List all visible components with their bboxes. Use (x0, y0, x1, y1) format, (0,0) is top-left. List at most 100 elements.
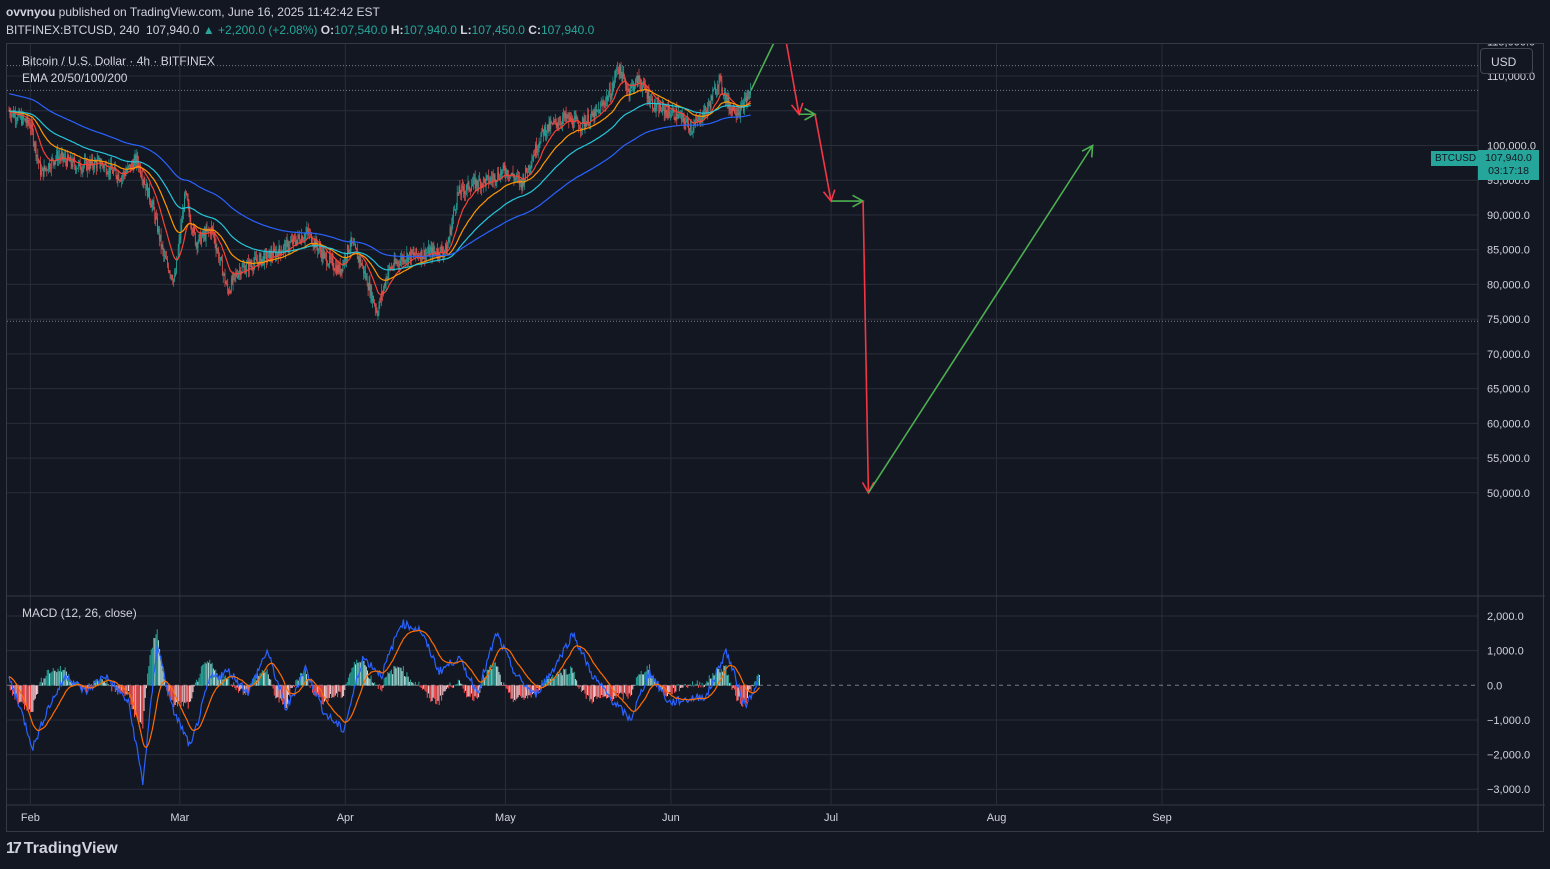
candle-body (534, 154, 535, 156)
macd-histogram-bar (724, 666, 726, 686)
macd-histogram-bar (653, 681, 655, 686)
candle-body (728, 97, 730, 110)
candle-body (452, 217, 454, 224)
candle-body (618, 69, 620, 75)
currency-button[interactable]: USD (1480, 48, 1533, 74)
macd-histogram-bar (610, 685, 612, 700)
candle-body (145, 184, 147, 191)
candle-body (275, 252, 277, 258)
macd-histogram-bar (341, 685, 343, 698)
macd-histogram-bar (228, 676, 230, 686)
macd-histogram-bar (528, 685, 530, 696)
candle-body (344, 256, 346, 264)
macd-histogram-bar (239, 685, 241, 691)
candle-body (228, 290, 229, 294)
macd-histogram-bar (585, 685, 587, 699)
chart-frame[interactable]: 115,000.0110,000.0100,000.095,000.090,00… (6, 43, 1545, 833)
macd-histogram-bar (45, 675, 47, 686)
candle-body (331, 257, 333, 259)
candle-body (528, 165, 530, 170)
macd-histogram-bar (289, 685, 291, 697)
candle-body (266, 252, 267, 261)
candle-body (581, 128, 582, 131)
macd-histogram-bar (148, 666, 150, 686)
macd-histogram-bar (703, 685, 705, 687)
macd-histogram-bar (53, 670, 55, 686)
candle-body (285, 240, 287, 252)
candle-body (70, 156, 72, 165)
candle-body (562, 118, 563, 124)
chart-canvas[interactable]: 115,000.0110,000.0100,000.095,000.090,00… (7, 44, 1545, 833)
candle-body (303, 238, 305, 240)
macd-histogram-bar (484, 677, 486, 686)
macd-histogram-bar (384, 677, 386, 686)
candle-body (342, 262, 344, 271)
macd-histogram-bar (748, 685, 750, 692)
macd-histogram-bar (81, 685, 83, 692)
candle-body (429, 249, 431, 257)
candle-body (393, 258, 395, 268)
candle-body (15, 120, 17, 121)
candle-body (713, 88, 715, 92)
macd-histogram-bar (421, 685, 423, 690)
macd-histogram-bar (727, 674, 729, 686)
tradingview-logo[interactable]: 17 TradingView (6, 840, 118, 857)
macd-histogram-bar (188, 685, 190, 703)
candle-body (598, 109, 599, 111)
macd-histogram-bar (87, 685, 89, 689)
macd-histogram-bar (337, 685, 339, 698)
macd-histogram-bar (750, 685, 752, 692)
macd-histogram-bar (721, 671, 723, 686)
chart-title[interactable]: Bitcoin / U.S. Dollar · 4h · BITFINEX (22, 54, 215, 68)
candle-body (106, 173, 108, 174)
candle-body (222, 273, 224, 276)
macd-histogram-bar (457, 679, 459, 686)
macd-histogram-bar (583, 685, 585, 690)
ema-legend[interactable]: EMA 20/50/100/200 (22, 71, 128, 85)
price-axis-label: 50,000.0 (1487, 488, 1530, 500)
candle-body (381, 291, 382, 300)
macd-histogram-bar (56, 672, 58, 686)
candle-body (589, 123, 590, 126)
macd-histogram-bar (267, 674, 269, 686)
candle-body (568, 115, 570, 122)
macd-histogram-bar (684, 683, 686, 686)
candle-body (495, 181, 497, 183)
macd-histogram-bar (557, 671, 559, 686)
macd-histogram-bar (331, 685, 333, 699)
candle-body (712, 91, 714, 101)
candle-body (74, 159, 76, 166)
candle-body (575, 116, 577, 119)
candle-body (507, 170, 508, 177)
candle-body (427, 252, 428, 254)
author-name[interactable]: ovvnyou (6, 5, 56, 19)
candle-body (638, 75, 640, 80)
macd-histogram-bar (407, 676, 409, 686)
candle-body (671, 110, 673, 115)
candle-body (142, 180, 144, 182)
macd-histogram-bar (681, 685, 683, 688)
candle-body (380, 298, 382, 300)
macd-histogram-bar (345, 683, 347, 686)
macd-histogram-bar (496, 666, 498, 686)
macd-histogram-bar (631, 685, 633, 695)
candle-body (283, 245, 284, 252)
ema-50-line (8, 88, 751, 282)
macd-histogram-bar (271, 685, 273, 687)
candle-body (459, 186, 461, 194)
candle-body (478, 178, 480, 187)
macd-histogram-bar (712, 673, 714, 686)
candle-body (386, 277, 388, 279)
candle-body (76, 168, 77, 171)
candle-body (274, 248, 275, 251)
macd-histogram-bar (438, 685, 440, 706)
price-change: ▲ +2,200.0 (+2.08%) (202, 23, 318, 37)
macd-legend[interactable]: MACD (12, 26, close) (22, 606, 137, 620)
macd-histogram-bar (598, 685, 600, 699)
candle-body (237, 275, 238, 278)
macd-histogram-bar (719, 672, 721, 686)
candle-body (327, 265, 328, 266)
candle-body (518, 177, 520, 185)
candle-body (230, 291, 231, 293)
candle-body (181, 222, 183, 226)
